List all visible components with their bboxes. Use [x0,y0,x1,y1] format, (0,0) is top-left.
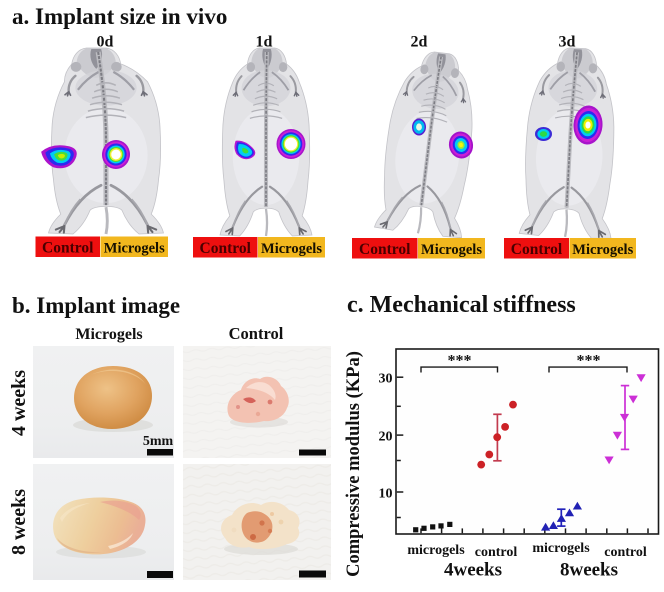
svg-text:***: *** [448,353,472,370]
svg-text:20: 20 [379,430,393,445]
svg-text:8 weeks: 8 weeks [8,489,30,555]
svg-text:Control: Control [200,240,252,257]
svg-text:3d: 3d [559,34,576,51]
svg-text:Compressive modulus (KPa): Compressive modulus (KPa) [344,351,364,577]
svg-text:30: 30 [379,372,393,387]
svg-text:c. Mechanical stiffness: c. Mechanical stiffness [347,292,576,318]
svg-text:Control: Control [229,324,284,343]
svg-text:b. Implant image: b. Implant image [12,293,180,318]
svg-text:Microgels: Microgels [421,242,482,258]
svg-text:4weeks: 4weeks [444,560,502,581]
svg-text:microgels: microgels [532,541,590,556]
svg-text:Control: Control [511,241,563,258]
svg-text:control: control [604,545,647,560]
svg-text:control: control [475,545,518,560]
svg-text:0d: 0d [97,34,114,51]
svg-text:microgels: microgels [407,543,465,558]
svg-text:2d: 2d [411,34,428,51]
svg-text:Microgels: Microgels [75,326,142,343]
svg-text:8weeks: 8weeks [560,560,618,581]
svg-text:1d: 1d [256,34,273,51]
svg-text:Microgels: Microgels [104,240,165,256]
svg-text:***: *** [577,353,601,370]
svg-text:a. Implant size in vivo: a. Implant size in vivo [12,4,227,29]
svg-text:4 weeks: 4 weeks [8,370,30,436]
svg-text:10: 10 [379,487,393,502]
svg-text:5mm: 5mm [143,434,174,449]
svg-text:Microgels: Microgels [572,242,633,258]
svg-text:Microgels: Microgels [261,241,322,257]
svg-text:Control: Control [359,241,411,258]
svg-text:Control: Control [42,239,94,256]
